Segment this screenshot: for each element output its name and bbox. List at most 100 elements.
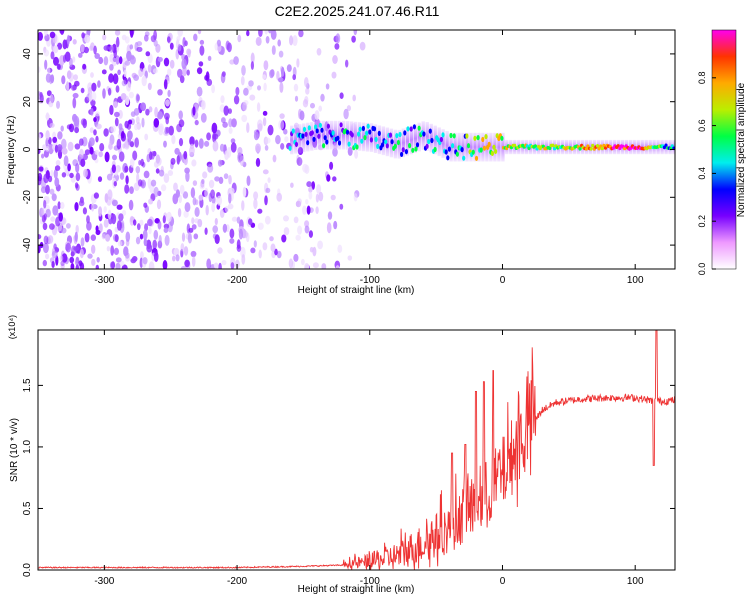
- x-tick-label: -200: [227, 576, 247, 587]
- spectrogram-cell: [279, 82, 284, 93]
- spectrogram-signal-cell: [323, 135, 327, 141]
- spectrogram-signal-cell: [422, 131, 426, 137]
- spectrogram-cell: [145, 108, 150, 116]
- spectrogram-cell: [194, 207, 200, 217]
- spectrogram-signal-cell: [404, 149, 408, 155]
- spectrogram-cell: [175, 189, 180, 198]
- spectrogram-cell: [288, 258, 294, 269]
- spectrogram-cell: [321, 263, 327, 269]
- snr-panel: -300 -200 -100 0 100 0.0 0.5 1.0 1.5 Height of …: [7, 315, 676, 595]
- spectrogram-cell: [124, 184, 130, 194]
- spectrogram-band-halo: [357, 122, 362, 151]
- spectrogram-cell: [55, 160, 61, 166]
- spectrogram-cell: [54, 165, 61, 171]
- spectrogram-band-halo: [314, 121, 318, 150]
- spectrogram-signal-cell: [446, 155, 450, 161]
- spectrogram-cell: [241, 65, 246, 76]
- spectrogram-signal-cell: [374, 136, 378, 142]
- spectrogram-band-halo: [473, 132, 477, 162]
- spectrogram-cell: [217, 159, 223, 167]
- spectrogram-cell: [236, 239, 241, 250]
- spectrogram-cell: [262, 117, 267, 127]
- spectrogram-signal-cell: [315, 128, 319, 134]
- spectrogram-cell: [120, 93, 127, 101]
- spectrogram-cell: [228, 127, 233, 134]
- spectrogram-signal-cell: [417, 125, 421, 131]
- spectrogram-cell: [155, 168, 160, 174]
- spectrogram-cell: [138, 179, 143, 187]
- spectrogram-cell: [278, 119, 285, 130]
- spectrogram-cell: [143, 170, 150, 179]
- spectrogram-cell: [72, 97, 77, 109]
- y-tick-label: 0: [22, 146, 33, 152]
- spectrogram-signal-cell: [336, 135, 340, 141]
- spectrogram-cell: [197, 30, 202, 35]
- spectrogram-cell: [281, 234, 287, 243]
- spectrogram-cell: [133, 74, 140, 81]
- spectrogram-cell: [248, 80, 254, 87]
- spectrogram-cell: [306, 181, 312, 188]
- spectrogram-cell: [269, 69, 274, 79]
- spectrogram-cell: [121, 34, 127, 41]
- spectrogram-cell: [193, 233, 199, 240]
- spectrogram-cell: [289, 35, 294, 46]
- spectrogram-cell: [157, 89, 163, 96]
- spectrogram-cell: [160, 184, 167, 192]
- spectrogram-cell: [218, 176, 224, 184]
- spectrogram-cell: [112, 154, 117, 161]
- spectrogram-cell: [79, 248, 84, 259]
- spectrogram-cell: [343, 108, 349, 120]
- snr-x-ticks: -300 -200 -100 0 100: [94, 330, 644, 587]
- spectrogram-cell: [315, 193, 319, 203]
- spectrogram-cell: [208, 179, 215, 189]
- spectrogram-cell: [153, 39, 158, 47]
- spectrogram-cell: [163, 140, 167, 148]
- spectrogram-cell: [126, 130, 133, 140]
- spectrogram-cell: [121, 79, 127, 87]
- spectrogram-cell: [97, 176, 103, 183]
- spectrogram-cell: [176, 36, 181, 42]
- colorbar-tick-label: 0.8: [697, 72, 707, 85]
- x-tick-label: -300: [94, 576, 114, 587]
- spectrogram-signal-cell: [415, 142, 420, 148]
- spectrogram-cell: [292, 35, 298, 47]
- spectrogram-cell: [144, 133, 149, 141]
- spectrogram-cell: [167, 89, 171, 98]
- spectrogram-cell: [185, 171, 190, 182]
- spectrogram-cell: [61, 172, 67, 178]
- spectrogram-signal-cell: [466, 143, 471, 149]
- spectrogram-cell: [109, 261, 115, 269]
- spectrogram-cell: [72, 56, 76, 63]
- spectrogram-cell: [123, 69, 127, 78]
- spectrogram-cell: [53, 168, 58, 179]
- spectrogram-band-halo: [441, 129, 445, 158]
- spectrogram-cell: [95, 264, 99, 269]
- spectrogram-cell: [257, 222, 264, 230]
- spectrogram-cell: [143, 238, 148, 247]
- spectrogram-cell: [242, 102, 248, 111]
- spectrogram-cell: [264, 30, 268, 35]
- spectrogram-signal-cell: [294, 141, 299, 147]
- spectrogram-y-label: Frequency (Hz): [6, 116, 17, 185]
- spectrogram-cell: [292, 74, 297, 81]
- spectrogram-cell: [191, 159, 197, 167]
- spectrogram-cell: [117, 69, 121, 76]
- spectrogram-cell: [198, 61, 204, 67]
- spectrogram-signal-cell: [325, 139, 329, 145]
- spectrogram-cell: [136, 41, 143, 47]
- spectrogram-cell: [272, 154, 277, 163]
- spectrogram-cell: [49, 122, 55, 128]
- spectrogram-cell: [212, 133, 219, 140]
- spectrogram-band-halo: [489, 132, 493, 162]
- chart-title: C2E2.2025.241.07.46.R11: [275, 3, 440, 19]
- spectrogram-cell: [241, 254, 246, 265]
- spectrogram-signal-cell: [372, 126, 377, 132]
- spectrogram-cell: [242, 230, 248, 239]
- spectrogram-cell: [103, 45, 110, 51]
- spectrogram-signal-cell: [318, 122, 322, 128]
- spectrogram-cell: [138, 68, 144, 78]
- spectrogram-cell: [118, 213, 124, 222]
- spectrogram-cell: [169, 59, 175, 69]
- spectrogram-cell: [332, 55, 338, 64]
- spectrogram-signal-cell: [345, 129, 350, 135]
